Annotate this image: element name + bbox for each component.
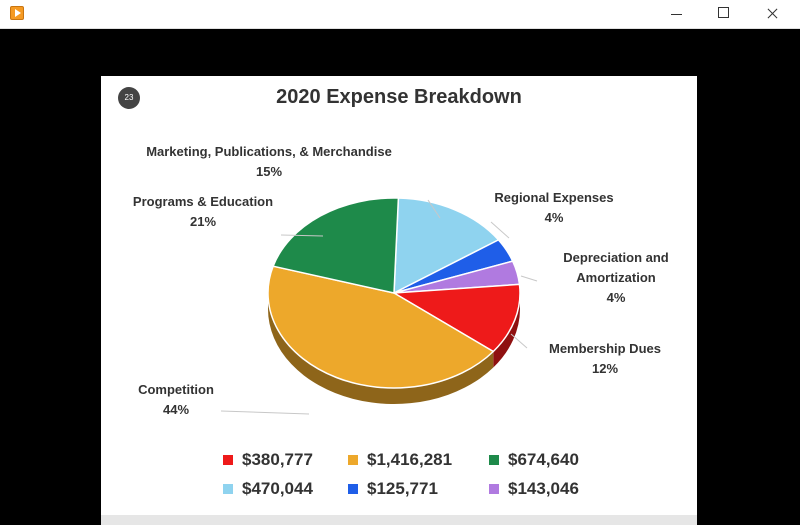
pie-slice-membership-dues [393, 283, 521, 353]
legend-value-depreciation-and-amortization: $143,046 [508, 479, 579, 498]
slice-label-competition: Competition [138, 382, 214, 397]
pie-side-membership-dues [493, 293, 520, 368]
slide-title: 2020 Expense Breakdown [276, 86, 522, 108]
slice-label-depreciation-and-amortization: Amortization [576, 270, 656, 285]
legend-value-competition: $1,416,281 [367, 450, 452, 469]
slice-percent-regional-expenses: 4% [545, 210, 564, 225]
legend-swatch-programs-education [489, 455, 499, 465]
slice-label-marketing-publications-merchandise: Marketing, Publications, & Merchandise [146, 144, 392, 159]
legend-swatch-marketing-publications-merchandise [223, 484, 233, 494]
window-titlebar [0, 0, 800, 29]
slice-percent-depreciation-and-amortization: 4% [607, 290, 626, 305]
presentation-slide: 23 2020 Expense Breakdown Marketing, Pub… [101, 76, 697, 525]
slice-percent-programs-education: 21% [190, 214, 216, 229]
slice-label-regional-expenses: Regional Expenses [494, 190, 613, 205]
slice-label-membership-dues: Membership Dues [549, 341, 661, 356]
legend-swatch-membership-dues [223, 455, 233, 465]
pie-slice-programs-education [272, 197, 400, 294]
legend-swatch-regional-expenses [348, 484, 358, 494]
legend-value-regional-expenses: $125,771 [367, 479, 438, 498]
legend-swatch-competition [348, 455, 358, 465]
leader-line-depreciation-and-amortization [520, 275, 538, 282]
slide-bottom-strip [101, 515, 697, 525]
slice-percent-marketing-publications-merchandise: 15% [256, 164, 282, 179]
legend-value-programs-education: $674,640 [508, 450, 579, 469]
pie-slice-marketing-publications-merchandise [393, 197, 500, 294]
leader-line-regional-expenses [490, 221, 510, 239]
legend-swatch-depreciation-and-amortization [489, 484, 499, 494]
pie-side-competition [268, 293, 494, 404]
slide-number-badge: 23 [118, 87, 140, 109]
slice-percent-membership-dues: 12% [592, 361, 618, 376]
slice-label-programs-education: Programs & Education [133, 194, 273, 209]
minimize-icon[interactable] [654, 0, 700, 28]
pie-slice-competition [267, 265, 495, 389]
play-icon [10, 6, 24, 20]
close-icon[interactable] [748, 0, 794, 28]
pie-chart: Marketing, Publications, & Merchandise 15… [133, 144, 669, 498]
leader-line-membership-dues [510, 333, 528, 349]
legend-value-marketing-publications-merchandise: $470,044 [242, 479, 313, 498]
maximize-icon[interactable] [700, 0, 746, 28]
leader-line-marketing-publications-merchandise [427, 199, 441, 219]
leader-line-programs-education [280, 234, 324, 237]
slice-label-depreciation-and-amortization: Depreciation and [563, 250, 669, 265]
slice-percent-competition: 44% [163, 402, 189, 417]
legend-value-membership-dues: $380,777 [242, 450, 313, 469]
leader-line-competition [220, 410, 310, 415]
